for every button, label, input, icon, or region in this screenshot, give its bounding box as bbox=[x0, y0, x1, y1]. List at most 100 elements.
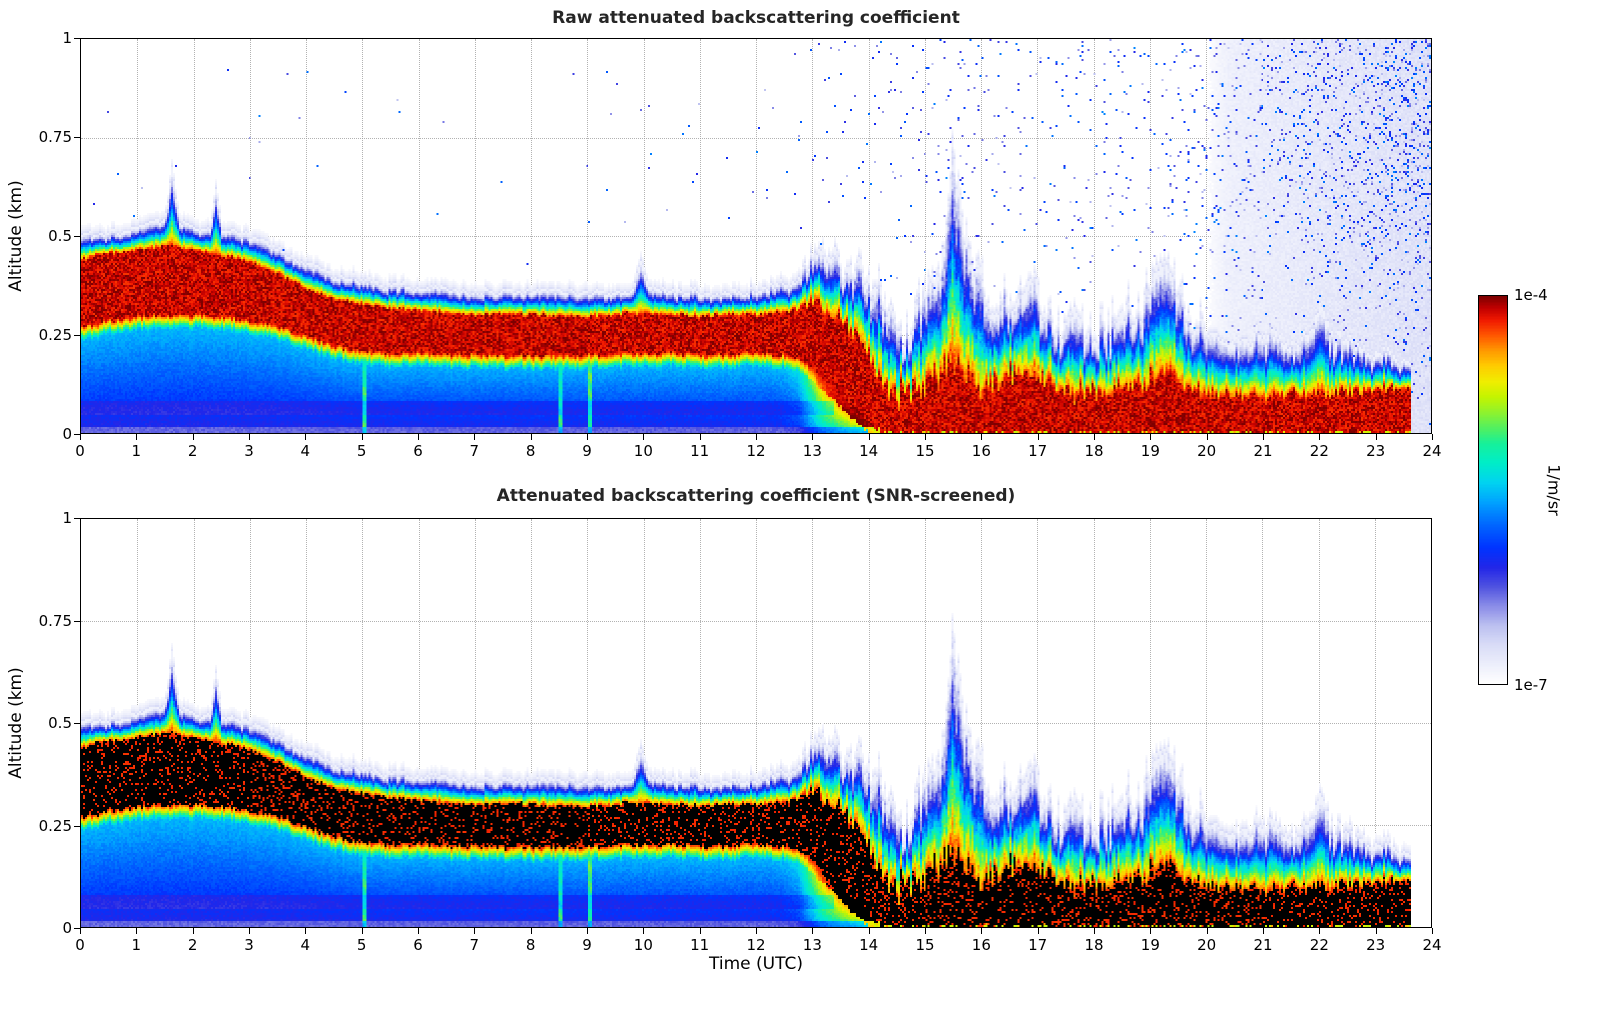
y-tick-label: 1 bbox=[62, 29, 72, 47]
x-tick-mark bbox=[249, 928, 250, 934]
x-tick-label: 24 bbox=[1422, 936, 1442, 954]
raw-heatmap-canvas bbox=[81, 39, 1431, 433]
x-tick-mark bbox=[305, 434, 307, 440]
x-tick-mark bbox=[361, 928, 363, 934]
x-tick-label: 16 bbox=[971, 936, 991, 954]
x-tick-mark bbox=[925, 928, 926, 934]
x-tick-label: 6 bbox=[413, 936, 423, 954]
x-tick-label: 0 bbox=[75, 442, 85, 460]
x-tick-mark bbox=[361, 434, 363, 440]
colorbar-max-label: 1e-4 bbox=[1514, 286, 1548, 304]
screened-heatmap-canvas bbox=[81, 519, 1431, 927]
x-tick-label: 12 bbox=[746, 442, 766, 460]
x-tick-label: 4 bbox=[300, 442, 311, 460]
y-tick-label: 0.75 bbox=[38, 128, 72, 146]
x-tick-mark bbox=[868, 928, 870, 934]
x-tick-label: 10 bbox=[633, 936, 653, 954]
x-tick-mark bbox=[812, 434, 814, 440]
x-tick-mark bbox=[1263, 434, 1264, 440]
raw-plot-area bbox=[80, 38, 1432, 434]
colorbar bbox=[1478, 295, 1508, 685]
y-tick-mark bbox=[74, 723, 80, 724]
x-tick-label: 7 bbox=[469, 936, 480, 954]
screened-panel-title: Attenuated backscattering coefficient (S… bbox=[496, 486, 1016, 506]
x-tick-label: 12 bbox=[746, 936, 766, 954]
x-tick-mark bbox=[192, 434, 194, 440]
x-tick-mark bbox=[418, 928, 419, 934]
x-tick-mark bbox=[699, 434, 701, 440]
y-tick-mark bbox=[74, 620, 80, 622]
x-tick-mark bbox=[643, 928, 645, 934]
x-tick-label: 23 bbox=[1366, 936, 1386, 954]
screened-plot-area bbox=[80, 518, 1432, 928]
y-tick-mark bbox=[74, 434, 80, 435]
x-tick-mark bbox=[1150, 928, 1152, 934]
y-tick-mark bbox=[74, 518, 80, 519]
x-tick-mark bbox=[249, 434, 250, 440]
x-tick-label: 0 bbox=[75, 936, 85, 954]
x-tick-label: 22 bbox=[1309, 936, 1329, 954]
x-tick-mark bbox=[1206, 928, 1208, 934]
y-tick-mark bbox=[74, 137, 80, 138]
x-tick-mark bbox=[1094, 434, 1095, 440]
x-tick-label: 20 bbox=[1197, 936, 1217, 954]
x-tick-mark bbox=[1319, 434, 1321, 440]
x-tick-mark bbox=[1206, 434, 1208, 440]
x-tick-label: 2 bbox=[187, 936, 198, 954]
x-axis-label: Time (UTC) bbox=[709, 954, 803, 974]
x-tick-mark bbox=[1150, 434, 1152, 440]
x-tick-mark bbox=[418, 434, 419, 440]
x-tick-mark bbox=[1432, 928, 1433, 934]
x-tick-mark bbox=[756, 928, 757, 934]
x-tick-label: 17 bbox=[1028, 442, 1048, 460]
x-tick-mark bbox=[587, 434, 588, 440]
x-tick-mark bbox=[305, 928, 307, 934]
colorbar-gradient bbox=[1479, 296, 1507, 684]
x-tick-mark bbox=[474, 434, 476, 440]
x-tick-mark bbox=[474, 928, 476, 934]
x-tick-label: 5 bbox=[356, 442, 367, 460]
x-tick-label: 11 bbox=[690, 442, 710, 460]
x-tick-mark bbox=[1375, 434, 1377, 440]
x-tick-label: 15 bbox=[915, 442, 935, 460]
colorbar-unit-label: 1/m/sr bbox=[1544, 464, 1564, 516]
x-tick-mark bbox=[1094, 928, 1095, 934]
x-tick-mark bbox=[530, 434, 532, 440]
y-tick-label: 0.25 bbox=[38, 816, 72, 835]
x-tick-label: 20 bbox=[1197, 442, 1217, 460]
x-tick-label: 18 bbox=[1084, 936, 1104, 954]
x-tick-mark bbox=[587, 928, 588, 934]
x-tick-label: 1 bbox=[131, 936, 142, 954]
raw-panel-title: Raw attenuated backscattering coefficien… bbox=[552, 8, 960, 28]
y-tick-mark bbox=[74, 335, 80, 336]
x-tick-label: 17 bbox=[1028, 936, 1048, 954]
x-tick-mark bbox=[643, 434, 645, 440]
x-tick-label: 3 bbox=[244, 936, 254, 954]
x-tick-label: 22 bbox=[1309, 442, 1329, 460]
x-tick-label: 4 bbox=[300, 936, 311, 954]
x-tick-label: 3 bbox=[244, 442, 254, 460]
y-tick-mark bbox=[74, 825, 80, 827]
x-tick-mark bbox=[925, 434, 926, 440]
y-tick-label: 0.5 bbox=[48, 714, 72, 732]
y-tick-label: 0.5 bbox=[48, 227, 72, 245]
x-tick-label: 15 bbox=[915, 936, 935, 954]
x-tick-label: 23 bbox=[1366, 442, 1386, 460]
x-tick-label: 7 bbox=[469, 442, 480, 460]
x-tick-mark bbox=[136, 928, 138, 934]
x-tick-mark bbox=[530, 928, 532, 934]
y-tick-label: 0 bbox=[62, 919, 72, 937]
x-tick-label: 19 bbox=[1140, 936, 1160, 954]
x-tick-mark bbox=[981, 434, 983, 440]
x-tick-label: 10 bbox=[633, 442, 653, 460]
y-tick-mark bbox=[74, 928, 80, 929]
x-tick-mark bbox=[192, 928, 194, 934]
x-tick-label: 2 bbox=[187, 442, 198, 460]
x-tick-label: 24 bbox=[1422, 442, 1442, 460]
x-tick-mark bbox=[1432, 434, 1433, 440]
x-tick-label: 13 bbox=[802, 442, 822, 460]
x-tick-mark bbox=[868, 434, 870, 440]
x-tick-label: 9 bbox=[582, 936, 592, 954]
x-tick-mark bbox=[1037, 434, 1039, 440]
